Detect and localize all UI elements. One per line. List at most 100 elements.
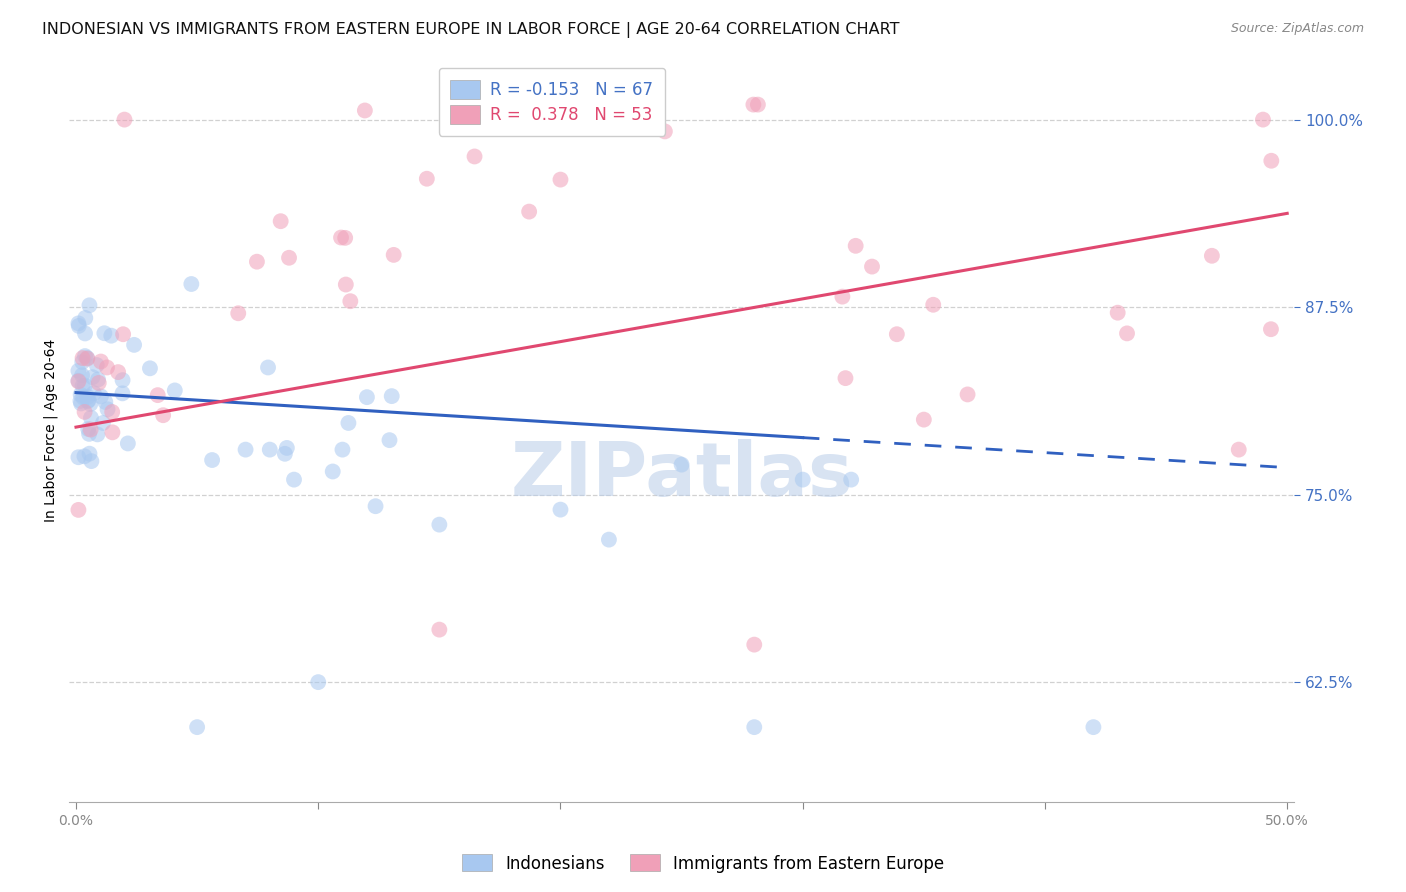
Point [72, 355, 94, 369]
Point [76, 394, 98, 409]
Point [87, 372, 110, 386]
Point [553, 97, 575, 112]
Point [67, 375, 90, 389]
Point [152, 408, 174, 422]
Text: Source: ZipAtlas.com: Source: ZipAtlas.com [1230, 22, 1364, 36]
Legend: Indonesians, Immigrants from Eastern Europe: Indonesians, Immigrants from Eastern Eur… [456, 847, 950, 880]
Point [235, 442, 257, 457]
Point [69, 393, 91, 408]
Point [332, 442, 354, 457]
Point [82, 370, 104, 384]
Point [72, 351, 94, 365]
Point [76, 351, 98, 366]
Point [1116, 326, 1139, 341]
Point [80, 410, 103, 425]
Point [654, 124, 676, 138]
Point [77, 422, 100, 436]
Point [259, 442, 281, 457]
Point [79, 423, 101, 437]
Point [226, 306, 249, 320]
Point [146, 388, 169, 402]
Point [382, 248, 405, 262]
Point [747, 97, 769, 112]
Point [912, 412, 935, 426]
Point [598, 533, 620, 547]
Point [742, 638, 765, 652]
Point [96, 360, 118, 375]
Point [180, 277, 202, 291]
Point [742, 720, 765, 734]
Point [517, 204, 540, 219]
Point [67, 450, 90, 465]
Point [90, 389, 112, 403]
Point [73, 450, 96, 464]
Point [330, 230, 353, 244]
Point [77, 426, 100, 441]
Point [607, 97, 630, 112]
Point [111, 386, 134, 401]
Point [602, 97, 624, 112]
Point [922, 298, 945, 312]
Text: INDONESIAN VS IMMIGRANTS FROM EASTERN EUROPE IN LABOR FORCE | AGE 20-64 CORRELAT: INDONESIAN VS IMMIGRANTS FROM EASTERN EU… [42, 22, 900, 38]
Point [201, 453, 224, 467]
Point [464, 149, 486, 163]
Point [427, 623, 450, 637]
Point [792, 473, 814, 487]
Text: ZIPatlas: ZIPatlas [510, 439, 853, 512]
Point [114, 112, 136, 127]
Point [1260, 153, 1282, 168]
Point [94, 395, 117, 409]
Point [96, 402, 118, 417]
Point [122, 338, 145, 352]
Point [163, 384, 186, 398]
Point [845, 239, 868, 253]
Point [79, 298, 101, 312]
Point [1107, 306, 1129, 320]
Point [73, 378, 96, 392]
Point [742, 97, 765, 112]
Point [1201, 249, 1223, 263]
Point [101, 405, 124, 419]
Point [73, 326, 96, 341]
Point [270, 214, 292, 228]
Point [1260, 322, 1282, 336]
Point [73, 405, 96, 419]
Point [83, 386, 105, 401]
Point [278, 251, 301, 265]
Y-axis label: In Labor Force | Age 20-64: In Labor Force | Age 20-64 [44, 339, 58, 523]
Point [335, 277, 357, 292]
Point [1227, 442, 1250, 457]
Point [101, 425, 124, 440]
Point [67, 503, 90, 517]
Point [1083, 720, 1105, 734]
Point [671, 458, 693, 472]
Point [100, 328, 122, 343]
Point [90, 354, 112, 368]
Point [67, 374, 90, 388]
Point [76, 351, 98, 365]
Point [333, 231, 356, 245]
Point [886, 327, 908, 342]
Point [73, 349, 96, 363]
Point [598, 97, 620, 112]
Point [112, 327, 135, 342]
Point [86, 427, 108, 442]
Point [111, 373, 134, 387]
Point [322, 465, 344, 479]
Point [860, 260, 883, 274]
Point [107, 365, 129, 379]
Point [77, 393, 100, 408]
Point [246, 254, 269, 268]
Point [339, 294, 361, 309]
Point [91, 416, 114, 430]
Point [364, 499, 387, 513]
Point [283, 473, 305, 487]
Legend: R = -0.153   N = 67, R =  0.378   N = 53: R = -0.153 N = 67, R = 0.378 N = 53 [439, 68, 665, 136]
Point [93, 326, 115, 341]
Point [274, 447, 297, 461]
Point [79, 397, 101, 411]
Point [550, 172, 572, 186]
Point [70, 368, 93, 383]
Point [257, 360, 280, 375]
Point [356, 390, 378, 404]
